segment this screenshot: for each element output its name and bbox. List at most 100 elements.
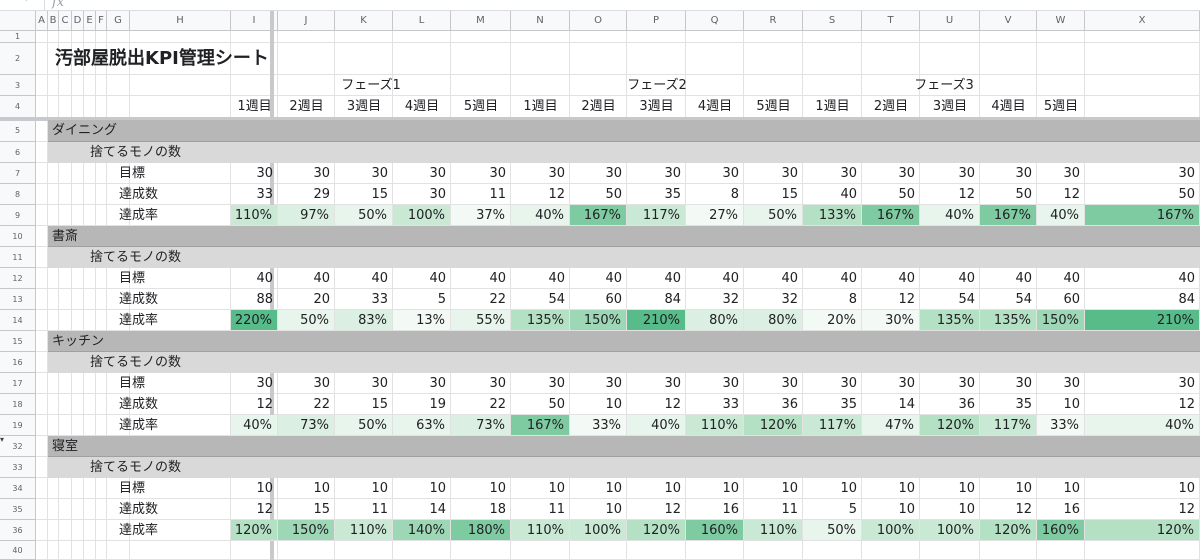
grid-cell[interactable] [451,478,511,499]
target-value[interactable]: 10 [1063,481,1080,496]
grid-cell[interactable] [393,541,451,560]
grid-cell[interactable] [72,163,84,184]
grid-cell[interactable] [862,289,920,310]
grid-cell[interactable] [72,394,84,415]
grid-cell[interactable] [920,499,980,520]
achievement-rate-value[interactable]: 50% [335,415,393,436]
achieved-value[interactable]: 11 [548,502,565,517]
row-header-32[interactable]: 32 [0,436,36,457]
achievement-rate-value[interactable]: 117% [980,415,1037,436]
column-header-w[interactable]: W [1037,11,1085,31]
grid-cell[interactable] [59,415,72,436]
row-header-7[interactable]: 7 [0,163,36,184]
grid-cell[interactable] [627,75,686,96]
achieved-value[interactable]: 15 [371,397,388,412]
grid-cell[interactable] [511,184,570,205]
grid-cell[interactable] [920,75,980,96]
grid-cell[interactable] [335,43,393,75]
grid-cell[interactable] [36,268,48,289]
grid-cell[interactable] [278,43,335,75]
achieved-value[interactable]: 33 [256,187,273,202]
row-header-10[interactable]: 10 [0,226,36,247]
achieved-value[interactable]: 35 [664,187,681,202]
target-value[interactable]: 40 [313,271,330,286]
grid-cell[interactable] [107,499,130,520]
grid-cell[interactable] [278,541,335,560]
grid-cell[interactable] [59,43,72,75]
grid-cell[interactable] [59,478,72,499]
achieved-value[interactable]: 35 [840,397,857,412]
achievement-rate-value[interactable]: 73% [278,415,335,436]
achievement-rate-value[interactable]: 210% [627,310,686,331]
achievement-rate-value[interactable]: 167% [1085,205,1200,226]
row-header-18[interactable]: 18 [0,394,36,415]
grid-cell[interactable] [36,163,48,184]
grid-cell[interactable] [96,310,107,331]
grid-cell[interactable] [48,163,59,184]
grid-cell[interactable] [803,184,862,205]
grid-cell[interactable] [980,163,1037,184]
grid-cell[interactable] [920,268,980,289]
column-header-l[interactable]: L [393,11,451,31]
achieved-value[interactable]: 12 [664,397,681,412]
achieved-value[interactable]: 88 [256,292,273,307]
grid-cell[interactable] [278,373,335,394]
target-value[interactable]: 30 [898,376,915,391]
grid-cell[interactable] [570,541,627,560]
grid-cell[interactable] [96,184,107,205]
achieved-value[interactable]: 20 [313,292,330,307]
achievement-rate-value[interactable]: 30% [862,310,920,331]
grid-cell[interactable] [48,373,59,394]
grid-cell[interactable] [1037,184,1085,205]
grid-cell[interactable] [862,163,920,184]
achievement-rate-value[interactable]: 40% [920,205,980,226]
grid-cell[interactable] [59,268,72,289]
target-value[interactable]: 40 [958,271,975,286]
achieved-value[interactable]: 12 [256,397,273,412]
grid-cell[interactable] [862,31,920,43]
grid-cell[interactable] [1085,541,1200,560]
grid-cell[interactable] [803,289,862,310]
hidden-rows-indicator-icon[interactable]: ▾ [0,435,5,444]
grid-cell[interactable] [231,373,278,394]
grid-cell[interactable] [393,163,451,184]
grid-cell[interactable] [862,184,920,205]
grid-cell[interactable] [862,541,920,560]
column-header-v[interactable]: V [980,11,1037,31]
target-value[interactable]: 30 [313,376,330,391]
grid-cell[interactable] [130,31,231,43]
grid-cell[interactable] [278,478,335,499]
grid-cell[interactable] [72,373,84,394]
column-header-u[interactable]: U [920,11,980,31]
grid-cell[interactable] [1037,394,1085,415]
grid-cell[interactable] [393,478,451,499]
achievement-rate-value[interactable]: 33% [570,415,627,436]
grid-cell[interactable] [335,184,393,205]
row-header-1[interactable]: 1 [0,31,36,43]
grid-cell[interactable] [803,478,862,499]
column-header-x[interactable]: X [1085,11,1200,31]
grid-cell[interactable] [803,373,862,394]
grid-cell[interactable] [686,75,744,96]
row-header-13[interactable]: 13 [0,289,36,310]
grid-cell[interactable] [744,289,803,310]
grid-cell[interactable] [107,205,130,226]
grid-cell[interactable] [335,478,393,499]
achievement-rate-value[interactable]: 110% [744,520,803,541]
grid-cell[interactable] [96,289,107,310]
grid-cell[interactable] [130,310,231,331]
achieved-value[interactable]: 40 [840,187,857,202]
grid-cell[interactable] [686,184,744,205]
grid-cell[interactable] [231,289,278,310]
grid-cell[interactable] [59,310,72,331]
grid-cell[interactable] [107,541,130,560]
grid-cell[interactable] [84,289,96,310]
grid-cell[interactable] [980,394,1037,415]
target-value[interactable]: 40 [664,271,681,286]
grid-cell[interactable] [36,43,48,75]
target-value[interactable]: 30 [256,166,273,181]
achievement-rate-value[interactable]: 135% [511,310,570,331]
grid-cell[interactable] [130,289,231,310]
grid-cell[interactable] [744,268,803,289]
grid-cell[interactable] [231,163,278,184]
